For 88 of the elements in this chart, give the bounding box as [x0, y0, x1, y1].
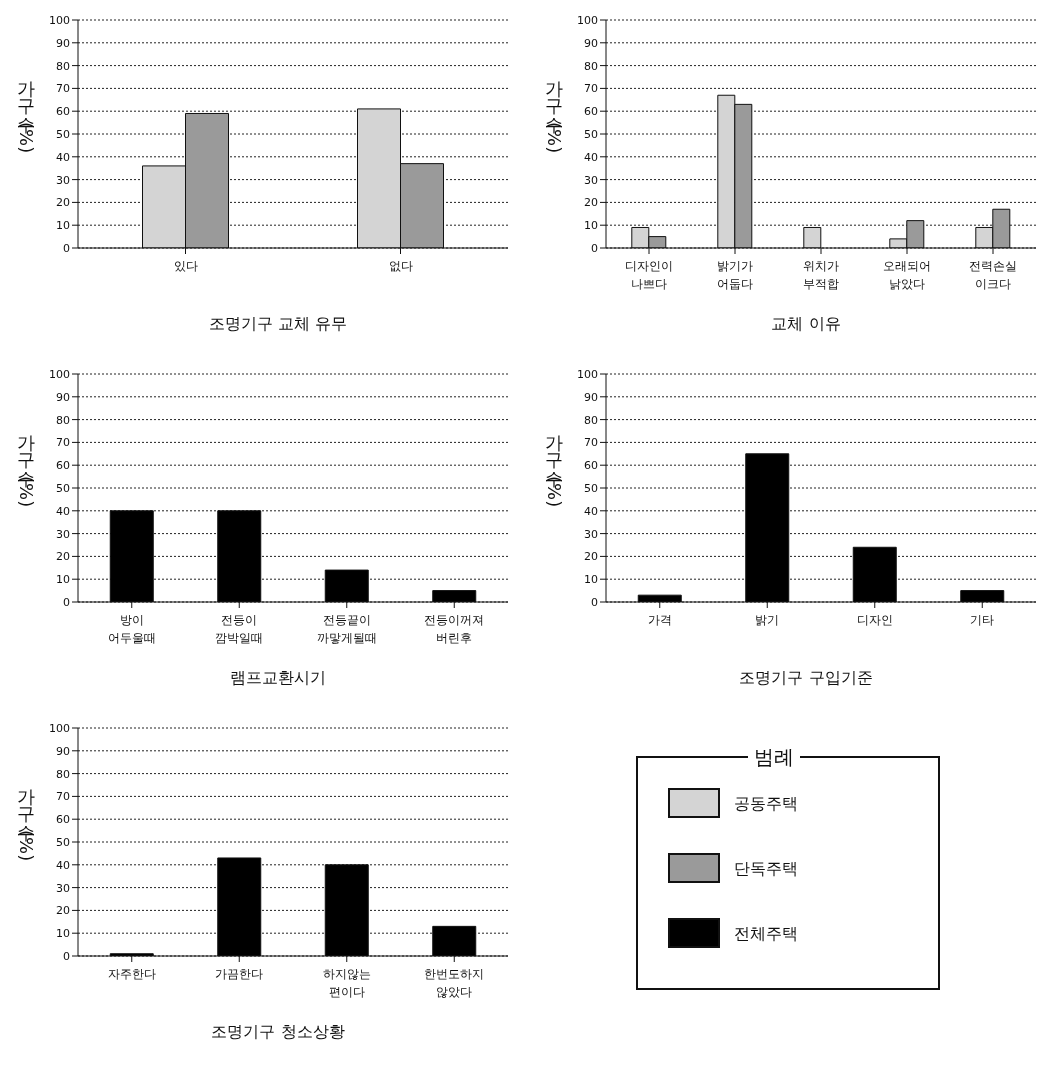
y-tick-label: 100 — [577, 13, 598, 27]
y-tick-label: 10 — [584, 219, 598, 233]
y-tick-label: 90 — [56, 744, 70, 758]
y-tick-label: 60 — [584, 105, 598, 119]
y-tick-label: 70 — [56, 436, 70, 450]
y-tick-label: 80 — [56, 59, 70, 73]
y-tick-label: 60 — [56, 459, 70, 473]
y-tick-label: 40 — [584, 504, 598, 518]
y-tick-label: 100 — [49, 13, 70, 27]
text: 조명기구 구입기준 — [738, 668, 874, 689]
x-tick-label: 전등이꺼져 버린후 — [424, 613, 485, 645]
y-tick-label: 80 — [584, 59, 598, 73]
x-tick-label: 가끔한다 — [215, 967, 264, 981]
y-tick-label: 30 — [584, 527, 598, 541]
y-tick-label: 40 — [56, 858, 70, 872]
text: 조명기구 교체 유무 — [207, 314, 349, 335]
legend-label: 단독주택 — [734, 859, 798, 878]
y-tick-label: 50 — [56, 835, 70, 849]
y-tick-label: 70 — [56, 790, 70, 804]
y-tick-label: 90 — [56, 36, 70, 50]
y-tick-label: 70 — [56, 82, 70, 96]
y-tick-label: 30 — [56, 881, 70, 895]
y-tick-label: 50 — [584, 127, 598, 141]
x-tick-label: 있다 — [173, 259, 198, 273]
y-tick-label: 50 — [584, 481, 598, 495]
x-tick-label: 방이 어두울때 — [107, 613, 156, 645]
y-tick-label: 10 — [56, 927, 70, 941]
y-tick-label: 90 — [584, 36, 598, 50]
y-tick-label: 10 — [56, 573, 70, 587]
y-tick-label: 100 — [577, 367, 598, 381]
x-tick-label: 한번도하지 않았다 — [424, 967, 485, 999]
x-tick-label: 전력손실 이크다 — [969, 259, 1017, 291]
x-tick-label: 위치가 부적합 — [803, 259, 839, 291]
y-tick-label: 60 — [56, 105, 70, 119]
x-tick-label: 디자인 — [856, 613, 893, 627]
y-tick-label: 50 — [56, 481, 70, 495]
x-tick-label: 하지않는 편이다 — [322, 967, 371, 999]
y-tick-label: 30 — [56, 527, 70, 541]
y-tick-label: 80 — [584, 413, 598, 427]
y-axis-title: 가구수(%) — [15, 68, 38, 154]
y-axis-title: 가구수(%) — [543, 68, 566, 154]
y-axis-title: 가구수(%) — [15, 776, 38, 862]
y-tick-label: 0 — [63, 241, 70, 255]
x-tick-label: 오래되어 낡았다 — [883, 259, 931, 291]
y-tick-label: 0 — [63, 595, 70, 609]
y-tick-label: 60 — [56, 813, 70, 827]
y-tick-label: 40 — [56, 150, 70, 164]
y-tick-label: 40 — [56, 504, 70, 518]
y-tick-label: 30 — [584, 173, 598, 187]
legend-label: 공동주택 — [734, 794, 798, 813]
x-tick-label: 전등끝이 까맣게될때 — [316, 613, 377, 645]
y-tick-label: 90 — [56, 390, 70, 404]
y-tick-label: 10 — [584, 573, 598, 587]
y-tick-label: 20 — [584, 196, 598, 210]
y-tick-label: 70 — [584, 82, 598, 96]
y-tick-label: 0 — [591, 241, 598, 255]
y-tick-label: 0 — [63, 949, 70, 963]
x-tick-label: 전등이 깜박일때 — [215, 613, 264, 645]
y-tick-label: 0 — [591, 595, 598, 609]
text: 조명기구 청소상황 — [210, 1022, 346, 1043]
y-tick-label: 20 — [584, 550, 598, 564]
x-tick-label: 가격 — [647, 613, 672, 627]
y-tick-label: 80 — [56, 767, 70, 781]
x-tick-label: 자주한다 — [107, 967, 156, 981]
text: 교체 이유 — [770, 314, 842, 335]
y-tick-label: 20 — [56, 550, 70, 564]
legend-title: 범례 — [748, 744, 800, 771]
x-tick-label: 밝기가 어둡다 — [717, 259, 753, 291]
y-tick-label: 90 — [584, 390, 598, 404]
x-tick-label: 디자인이 나쁘다 — [625, 259, 673, 291]
text: 램프교환시기 — [229, 668, 327, 689]
y-tick-label: 80 — [56, 413, 70, 427]
legend-label: 전체주택 — [734, 924, 798, 943]
x-tick-label: 없다 — [388, 259, 413, 273]
y-tick-label: 70 — [584, 436, 598, 450]
y-tick-label: 20 — [56, 196, 70, 210]
x-tick-label: 기타 — [970, 613, 995, 627]
y-tick-label: 50 — [56, 127, 70, 141]
y-axis-title: 가구수(%) — [15, 422, 38, 508]
y-axis-title: 가구수(%) — [543, 422, 566, 508]
y-tick-label: 10 — [56, 219, 70, 233]
y-tick-label: 100 — [49, 367, 70, 381]
y-tick-label: 100 — [49, 721, 70, 735]
y-tick-label: 40 — [584, 150, 598, 164]
y-tick-label: 60 — [584, 459, 598, 473]
y-tick-label: 20 — [56, 904, 70, 918]
x-tick-label: 밝기 — [755, 613, 780, 627]
y-tick-label: 30 — [56, 173, 70, 187]
